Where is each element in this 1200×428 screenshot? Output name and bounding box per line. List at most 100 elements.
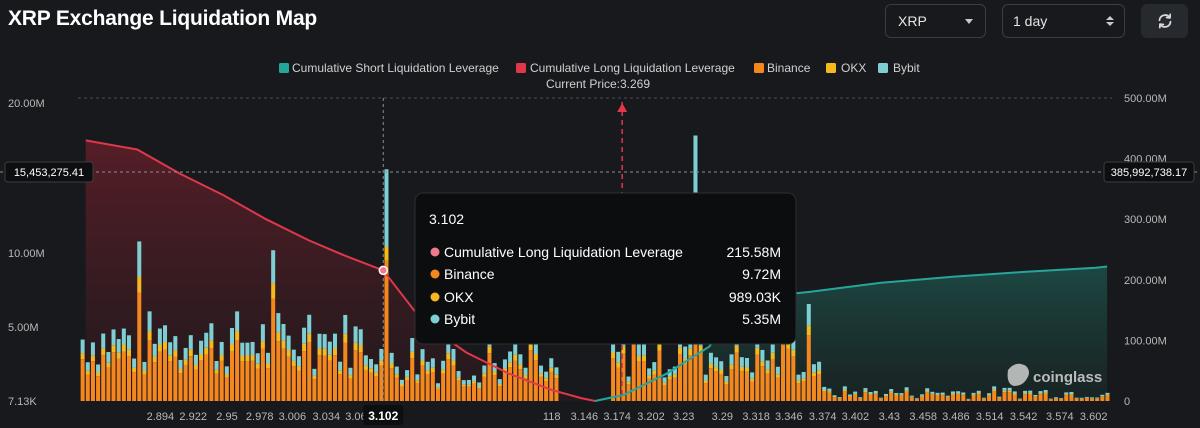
bar-bybit — [873, 390, 878, 394]
bar-okx — [719, 369, 724, 374]
bar-bybit — [168, 342, 173, 356]
bar-binance — [847, 396, 852, 401]
bar-binance — [734, 352, 739, 401]
bar-okx — [847, 395, 852, 397]
bar-okx — [152, 356, 157, 363]
bar-okx — [806, 325, 811, 336]
bar-okx — [786, 341, 791, 349]
bar-okx — [863, 390, 868, 393]
legend-swatch-bybit — [878, 63, 888, 73]
bar-binance — [1095, 398, 1100, 401]
bar-bybit — [214, 361, 219, 370]
bar-binance — [1033, 396, 1038, 401]
tooltip-label-binance: Binance — [444, 266, 495, 282]
coin-select[interactable]: XRP — [885, 4, 986, 38]
bar-binance — [719, 373, 724, 401]
bar-binance — [1069, 394, 1074, 401]
crosshair-point — [378, 265, 389, 276]
bar-binance — [853, 394, 858, 401]
bar-bybit — [1064, 392, 1069, 395]
bar-binance — [1028, 393, 1033, 401]
bar-bybit — [878, 397, 883, 399]
bar-bybit — [358, 329, 363, 346]
bar-binance — [889, 392, 894, 401]
bar-bybit — [193, 354, 198, 365]
bar-bybit — [847, 394, 852, 396]
bar-binance — [817, 374, 822, 401]
bar-okx — [353, 342, 358, 351]
bar-binance — [708, 368, 713, 401]
bar-bybit — [1033, 394, 1038, 397]
bar-okx — [698, 345, 703, 353]
bar-okx — [111, 345, 116, 353]
bar-binance — [1084, 398, 1089, 401]
bar-binance — [188, 356, 193, 401]
bar-okx — [281, 340, 286, 349]
legend-item-long[interactable]: Cumulative Long Liquidation Leverage — [516, 61, 735, 75]
x-tick: 118 — [543, 411, 561, 423]
bar-binance — [369, 372, 374, 401]
bar-okx — [451, 360, 456, 366]
bar-okx — [868, 393, 873, 395]
bar-bybit — [260, 324, 265, 342]
bar-bybit — [240, 342, 245, 356]
bar-binance — [822, 391, 827, 401]
bar-bybit — [1043, 389, 1048, 393]
bar-okx — [703, 380, 708, 384]
x-tick: 2.894 — [147, 411, 175, 423]
bar-binance — [492, 375, 497, 401]
bar-okx — [956, 393, 961, 395]
bar-binance — [502, 372, 507, 401]
time-range-select[interactable]: 1 day — [1002, 4, 1125, 38]
legend-item-okx[interactable]: OKX — [826, 61, 866, 75]
bar-binance — [477, 388, 482, 401]
bar-okx — [678, 347, 683, 355]
bar-okx — [157, 344, 162, 352]
bar-okx — [224, 373, 229, 378]
tooltip-panel — [414, 192, 797, 345]
legend-item-short[interactable]: Cumulative Short Liquidation Leverage — [279, 61, 499, 75]
bar-okx — [662, 382, 667, 385]
legend-item-bybit[interactable]: Bybit — [878, 61, 920, 75]
bar-okx — [1007, 390, 1012, 393]
bar-okx — [750, 378, 755, 382]
bar-bybit — [332, 333, 337, 349]
bar-bybit — [204, 332, 209, 348]
bar-okx — [101, 348, 106, 356]
bar-okx — [85, 370, 90, 375]
bar-binance — [868, 394, 873, 401]
bar-bybit — [1059, 398, 1064, 399]
bar-okx — [425, 370, 430, 375]
bar-bybit — [832, 395, 837, 397]
bar-binance — [173, 356, 178, 401]
crosshair-right-value: 385,992,738.17 — [1111, 167, 1187, 179]
bar-binance — [219, 360, 224, 401]
bar-okx — [554, 374, 559, 379]
bar-okx — [765, 369, 770, 374]
bar-binance — [518, 369, 523, 401]
bar-okx — [472, 381, 477, 384]
bar-binance — [1012, 394, 1017, 401]
bar-binance — [281, 348, 286, 401]
bar-binance — [255, 368, 260, 401]
bar-bybit — [616, 351, 621, 363]
bar-binance — [683, 363, 688, 401]
bar-okx — [621, 346, 626, 354]
bar-okx — [132, 367, 137, 373]
bar-bybit — [374, 364, 379, 373]
bar-okx — [245, 355, 250, 362]
bar-bybit — [914, 398, 919, 399]
legend-item-binance[interactable]: Binance — [754, 61, 811, 75]
bar-okx — [904, 390, 909, 392]
bar-okx — [714, 366, 719, 372]
bar-binance — [538, 376, 543, 401]
bar-okx — [1033, 396, 1038, 397]
bar-okx — [379, 360, 384, 366]
bar-okx — [116, 352, 121, 359]
bar-bybit — [976, 390, 981, 394]
refresh-button[interactable] — [1141, 4, 1188, 38]
coinglass-watermark: coinglass — [1007, 363, 1102, 386]
bar-bybit — [312, 368, 317, 376]
bar-binance — [343, 342, 348, 401]
